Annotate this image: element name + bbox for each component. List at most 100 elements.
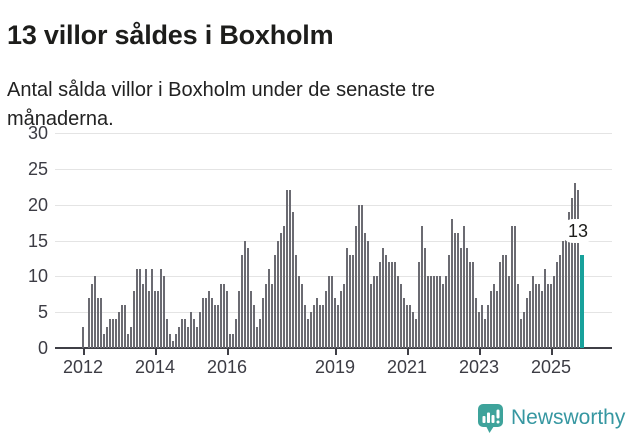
gridline: [55, 276, 612, 278]
bar: [400, 283, 403, 348]
bar: [295, 254, 298, 348]
bar: [526, 297, 529, 348]
bar: [88, 297, 91, 348]
bar: [499, 262, 502, 348]
bar: [187, 326, 190, 348]
bar: [310, 312, 313, 348]
bar: [361, 204, 364, 348]
y-axis-tick-label: 30: [27, 123, 48, 143]
bar: [220, 283, 223, 348]
bar: [160, 269, 163, 348]
gridline: [55, 168, 612, 170]
bar: [304, 305, 307, 348]
bar: [484, 319, 487, 348]
bar: [148, 290, 151, 348]
bar: [358, 204, 361, 348]
bar: [109, 319, 112, 348]
bar: [184, 319, 187, 348]
bar: [394, 262, 397, 348]
y-axis-tick-label: 5: [37, 302, 48, 323]
bar: [292, 211, 295, 348]
bar: [175, 333, 178, 348]
bar: [178, 326, 181, 348]
bar: [136, 269, 139, 348]
bar: [496, 290, 499, 348]
bar: [541, 290, 544, 348]
bar: [244, 240, 247, 348]
bar: [97, 297, 100, 348]
bar: [568, 211, 571, 348]
bar: [574, 183, 577, 348]
y-axis-tick-label: 25: [27, 158, 48, 179]
bar: [367, 240, 370, 348]
bar: [466, 247, 469, 348]
bar: [328, 276, 331, 348]
bar: [412, 312, 415, 348]
bar: [544, 269, 547, 348]
bar: [190, 312, 193, 348]
y-axis-tick-label: 0: [37, 338, 48, 358]
bar: [232, 333, 235, 348]
x-axis-tick: [155, 349, 157, 355]
bar: [424, 247, 427, 348]
newsworthy-logo[interactable]: Newsworthy: [477, 400, 627, 436]
bar: [517, 283, 520, 348]
bar: [415, 319, 418, 348]
bar: [277, 240, 280, 348]
bar: [451, 219, 454, 348]
bar: [454, 233, 457, 348]
x-axis-tick: [407, 349, 409, 355]
bar: [502, 254, 505, 348]
bar: [535, 283, 538, 348]
bar: [127, 333, 130, 348]
highlighted-bar: [580, 254, 584, 348]
bar: [259, 319, 262, 348]
bar: [115, 319, 118, 348]
bar: [280, 233, 283, 348]
bar: [133, 290, 136, 348]
brand-name: Newsworthy: [511, 406, 626, 429]
bar: [196, 326, 199, 348]
bar: [313, 305, 316, 348]
bar: [226, 290, 229, 348]
bar: [121, 305, 124, 348]
bar: [430, 276, 433, 348]
bar: [268, 269, 271, 348]
bar: [487, 305, 490, 348]
bar: [343, 283, 346, 348]
bar: [172, 340, 175, 348]
bar: [271, 283, 274, 348]
bar: [511, 226, 514, 348]
bar: [382, 247, 385, 348]
bar: [301, 283, 304, 348]
bar: [274, 254, 277, 348]
bar: [262, 297, 265, 348]
bar: [427, 276, 430, 348]
bar: [91, 283, 94, 348]
bar: [421, 226, 424, 348]
bar: [223, 283, 226, 348]
x-axis-tick: [335, 349, 337, 355]
bar: [151, 269, 154, 348]
bar: [130, 326, 133, 348]
x-axis-tick-label: 2014: [134, 357, 176, 377]
bar: [265, 283, 268, 348]
bar: [409, 305, 412, 348]
bar: [103, 333, 106, 348]
bar: [514, 226, 517, 348]
bar: [94, 276, 97, 348]
bar: [457, 233, 460, 348]
bar: [346, 247, 349, 348]
bar: [307, 319, 310, 348]
bar: [256, 326, 259, 348]
page-title: 13 villor såldes i Boxholm: [7, 20, 334, 51]
bar: [124, 305, 127, 348]
bar: [319, 305, 322, 348]
bar: [364, 233, 367, 348]
newsworthy-logo-icon: [477, 403, 505, 434]
bar: [340, 290, 343, 348]
bar: [322, 305, 325, 348]
bar: [250, 290, 253, 348]
bar: [469, 262, 472, 348]
bar: [208, 290, 211, 348]
